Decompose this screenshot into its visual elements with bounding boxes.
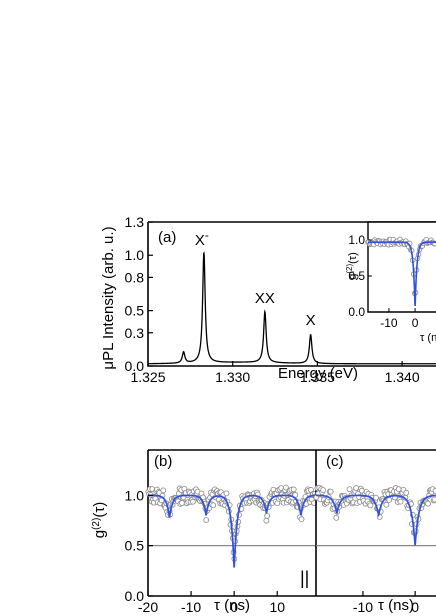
c-fit-line — [316, 494, 436, 546]
c-data-point — [353, 485, 360, 491]
b-data-point — [264, 512, 271, 519]
inset-background — [368, 222, 436, 312]
panel-c-frame — [315, 449, 436, 597]
panel-b-ticks: -20 -10 0 10 0.0 0.5 1.0 — [125, 487, 286, 615]
b-ytick-label: 1.0 — [125, 487, 145, 503]
panel-a-peak-labels: X-XXX — [195, 228, 316, 329]
panel-a-ticks: 1.325 1.330 1.335 1.340 0.0 0.3 0.5 0.8 1.0 1.3 — [125, 214, 420, 385]
inset-fit-line — [368, 241, 436, 306]
inset-ytick-label: 0.0 — [348, 305, 365, 319]
b-data-point — [283, 484, 289, 491]
b-xtick-label: -10 — [181, 599, 201, 615]
panel-a-spectrum — [148, 251, 436, 365]
panel-a-xlabel: Energy (eV) — [278, 365, 358, 382]
panel-a-xtick-label: 1.335 — [300, 369, 335, 385]
panel-a-xtick-label: 1.330 — [215, 369, 250, 385]
b-xtick-label: 0 — [230, 599, 238, 615]
panel-a-ytick-label: 0.3 — [125, 325, 145, 341]
c-data-point — [367, 502, 374, 509]
b-ytick-label: 0.5 — [125, 538, 145, 554]
b-data-point — [179, 500, 185, 506]
c-data-point — [386, 496, 393, 503]
panel-b-data — [145, 484, 319, 568]
inset-border — [367, 221, 436, 313]
panel-c-data — [313, 484, 436, 546]
peak-label: XX — [255, 290, 275, 307]
panel-b-break-marker: || — [300, 568, 309, 588]
inset-frame — [367, 221, 436, 313]
b-data-point — [290, 486, 297, 493]
panel-b-label: (b) — [154, 453, 172, 470]
peak-label: X — [306, 312, 316, 329]
panel-a-ytick-label: 1.0 — [125, 247, 145, 263]
b-data-point — [160, 487, 167, 494]
c-xtick-label: 0 — [411, 599, 419, 615]
panel-a-xtick-label: 1.325 — [130, 369, 165, 385]
panel-b-frame — [147, 449, 316, 597]
panel-b-xlabel: τ (ns) — [214, 597, 250, 614]
c-data-point — [431, 496, 436, 503]
c-data-point — [333, 514, 340, 521]
panel-a-label: (a) — [158, 229, 176, 246]
b-data-point — [203, 517, 210, 523]
panel-a-ytick-label: 1.3 — [125, 214, 145, 230]
inset-ytick-label: 1.0 — [348, 233, 365, 247]
panel-a-ytick-label: 0.0 — [125, 358, 145, 374]
panel-b: -20 -10 0 100.00.51.0 (b) || τ (ns) g(2)(τ) — [91, 449, 319, 615]
c-data-point — [327, 488, 334, 495]
c-xtick-label: -10 — [353, 599, 373, 615]
c-data-point — [397, 498, 404, 505]
inset-ticks: -10 0 0.0 0.5 1.0 — [348, 233, 418, 330]
inset-xlabel: τ (ns) — [420, 332, 436, 344]
b-fit-line — [148, 494, 317, 568]
b-data-point — [190, 498, 196, 505]
b-data-point — [298, 516, 305, 523]
inset-ytick-label: 0.5 — [348, 269, 365, 283]
panel-c: -10 0 (c) τ (ns) — [313, 449, 436, 615]
panel-c-xlabel: τ (ns) — [378, 597, 414, 614]
c-data-point — [320, 487, 326, 494]
b-xtick-label: 10 — [269, 599, 285, 615]
c-data-point — [346, 486, 353, 493]
panel-c-label: (c) — [326, 453, 344, 470]
b-xtick-label: -20 — [138, 599, 158, 615]
inset-data — [365, 236, 436, 306]
c-data-point — [403, 489, 410, 496]
b-data-point — [223, 490, 230, 497]
b-data-point — [210, 502, 217, 509]
panel-a: 1.325 1.330 1.335 1.340 0.0 0.3 0.5 0.8 1.0 1.3 X… — [100, 214, 436, 385]
b-data-point — [263, 517, 270, 524]
spectrum-line — [148, 251, 436, 365]
c-data-point — [425, 500, 431, 507]
c-data-point — [373, 494, 379, 501]
peak-label-superscript: - — [205, 228, 209, 242]
panel-a-ytick-label: 0.5 — [125, 303, 145, 319]
panel-a-xtick-label: 1.340 — [385, 369, 420, 385]
c-data-point — [383, 501, 390, 508]
inset-xtick-label: 0 — [412, 316, 419, 330]
panel-c-ticks: -10 0 — [353, 591, 419, 615]
panel-a-ytick-label: 0.8 — [125, 269, 145, 285]
b-ytick-label: 0.0 — [125, 588, 145, 604]
panel-a-ylabel: μPL Intensity (arb. u.) — [100, 226, 117, 369]
inset-xtick-label: -10 — [380, 316, 398, 330]
